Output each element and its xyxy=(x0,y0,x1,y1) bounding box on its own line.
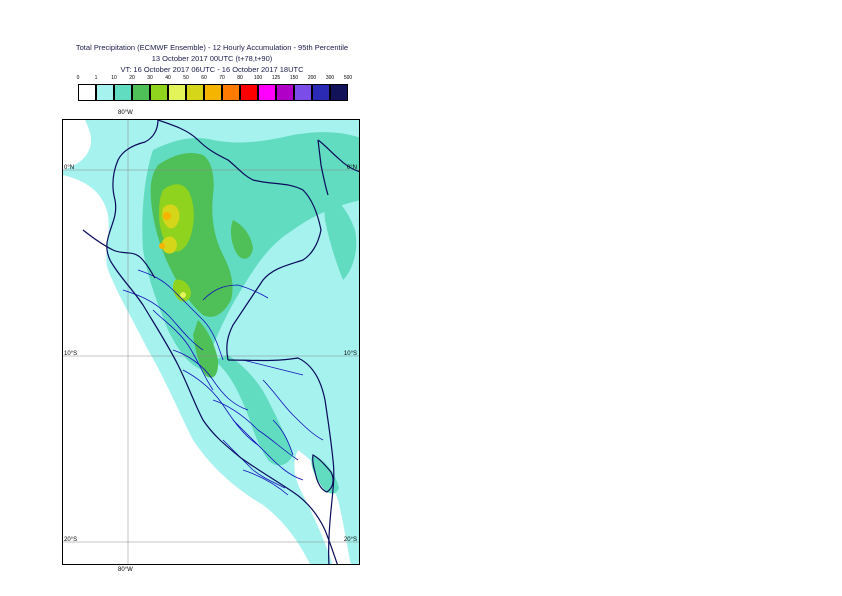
legend-tick: 100 xyxy=(253,75,263,81)
lon-label-top: 80°W xyxy=(118,110,133,116)
legend-tick: 50 xyxy=(183,75,189,81)
precip-yellow-max xyxy=(180,292,186,298)
ocean-white-north xyxy=(63,120,92,170)
ocean-white-region xyxy=(63,175,310,564)
legend-tick: 20 xyxy=(129,75,135,81)
legend-swatch xyxy=(150,84,168,101)
legend-swatch xyxy=(294,84,312,101)
valid-time: VT: 16 October 2017 06UTC - 16 October 2… xyxy=(120,65,304,74)
precip-orange-max xyxy=(163,212,171,220)
legend-swatch xyxy=(240,84,258,101)
country-borders xyxy=(82,120,359,564)
precip-medium-east xyxy=(323,190,357,280)
legend-swatch xyxy=(222,84,240,101)
legend-tick: 500 xyxy=(343,75,353,81)
legend-tick: 70 xyxy=(219,75,225,81)
precip-yellow-2 xyxy=(161,236,177,254)
legend-tick: 30 xyxy=(147,75,153,81)
lat-label-10-right: 10°S xyxy=(343,351,357,357)
legend-swatch xyxy=(312,84,330,101)
graticule xyxy=(63,120,359,564)
legend-tick: 10 xyxy=(111,75,117,81)
legend-swatch xyxy=(96,84,114,101)
legend-swatch xyxy=(114,84,132,101)
precipitation-map: 0°N 0°N 10°S 10°S 20°S 20°S xyxy=(62,119,360,565)
lat-label-20-right: 20°S xyxy=(343,537,357,543)
legend-swatch xyxy=(78,84,96,101)
precip-orange-max-2 xyxy=(159,243,165,249)
lat-label-10-left: 10°S xyxy=(64,351,78,357)
map-canvas xyxy=(63,120,359,564)
lat-label-0-right: 0°N xyxy=(346,165,357,171)
internal-borders xyxy=(122,269,324,496)
legend-tick: 1 xyxy=(94,75,98,81)
lon-label-bottom: 80°W xyxy=(118,567,133,573)
dry-white-south xyxy=(294,450,351,564)
precip-medium-south xyxy=(213,355,293,466)
legend-tick: 40 xyxy=(165,75,171,81)
legend-swatch xyxy=(132,84,150,101)
color-legend: 0 1 10 20 30 40 50 60 70 80 100 125 150 … xyxy=(76,75,352,103)
legend-swatch xyxy=(168,84,186,101)
legend-tick: 150 xyxy=(289,75,299,81)
lat-label-20-left: 20°S xyxy=(64,537,78,543)
legend-swatch xyxy=(186,84,204,101)
legend-tick: 300 xyxy=(325,75,335,81)
legend-swatch xyxy=(276,84,294,101)
precip-green-east xyxy=(230,220,253,259)
legend-tick: 80 xyxy=(237,75,243,81)
legend-tick: 125 xyxy=(271,75,281,81)
legend-swatch xyxy=(330,84,348,101)
legend-tick: 0 xyxy=(76,75,80,81)
legend-tick: 60 xyxy=(201,75,207,81)
precip-green-south xyxy=(193,320,219,378)
legend-swatch xyxy=(204,84,222,101)
legend-swatch xyxy=(258,84,276,101)
legend-tick: 200 xyxy=(307,75,317,81)
run-time: 13 October 2017 00UTC (t+78,t+90) xyxy=(151,54,273,63)
precip-yellowgreen-2 xyxy=(172,279,191,302)
map-title: Total Precipitation (ECMWF Ensemble) - 1… xyxy=(75,43,349,52)
lat-label-0-left: 0°N xyxy=(64,165,75,171)
